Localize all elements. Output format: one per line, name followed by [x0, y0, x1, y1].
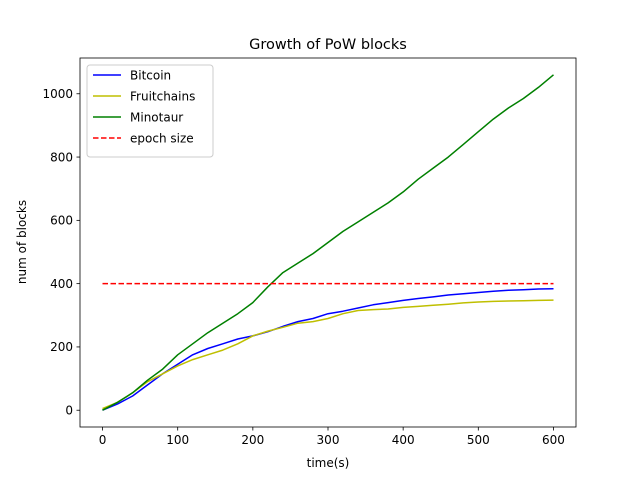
y-tick-label-1: 200 [50, 340, 73, 354]
legend-label-1: Fruitchains [130, 89, 195, 103]
legend-label-0: Bitcoin [130, 68, 171, 82]
legend-box [86, 64, 214, 158]
x-tick-label-1: 100 [166, 433, 189, 447]
x-tick-label-3: 300 [317, 433, 340, 447]
x-tick-label-5: 500 [467, 433, 490, 447]
x-tick-label-4: 400 [392, 433, 415, 447]
y-tick-label-2: 400 [50, 277, 73, 291]
legend-label-2: Minotaur [130, 110, 183, 124]
series-line-1 [102, 299, 554, 410]
x-tick-label-6: 600 [542, 433, 565, 447]
plot-area: 0 100 200 300 400 500 600 0 200 400 600 800 1000 [42, 57, 577, 447]
y-tick-label-5: 1000 [42, 87, 73, 101]
x-tick-label-0: 0 [99, 433, 107, 447]
y-tick-label-0: 0 [65, 403, 73, 417]
series-line-0 [102, 287, 554, 411]
y-tick-label-3: 600 [50, 214, 73, 228]
y-tick-label-4: 800 [50, 150, 73, 164]
series-line-2 [102, 74, 554, 411]
y-axis-label: num of blocks [15, 200, 29, 284]
x-axis-label: time(s) [307, 456, 350, 470]
x-tick-label-2: 200 [241, 433, 264, 447]
chart-title: Growth of PoW blocks [249, 37, 407, 53]
legend-label-3: epoch size [130, 131, 194, 145]
legend: Bitcoin Fruitchains Minotaur epoch size [86, 64, 214, 158]
